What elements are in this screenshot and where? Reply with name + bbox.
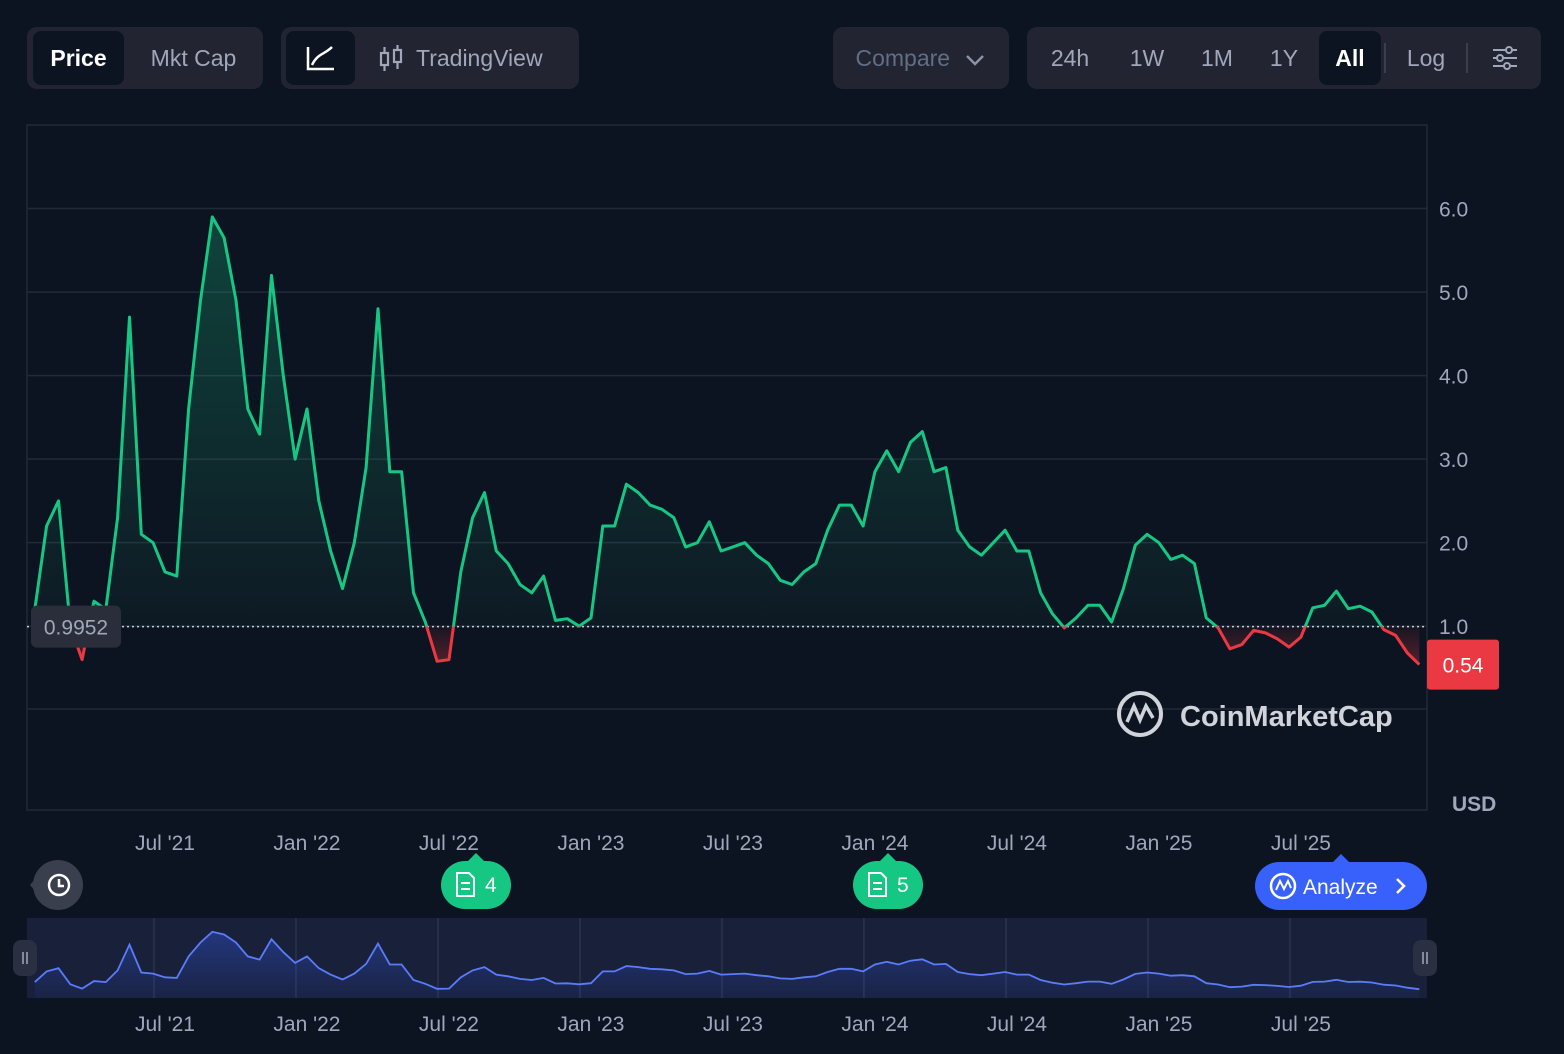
x-tick-label: Jan '22 [273,832,340,855]
navigator-tick-label: Jan '24 [841,1013,908,1036]
badge-bg [853,861,923,909]
chevron [965,55,984,66]
navigator-tick-label: Jan '22 [273,1013,340,1036]
event-badge[interactable]: 5 [853,853,923,909]
y-unit: USD [1452,793,1496,816]
analyze-icon-mark [1275,878,1292,892]
tab-mkt-cap[interactable]: Mkt Cap [150,45,237,71]
badge-bg [441,861,511,909]
logo [1117,691,1163,737]
range-1m[interactable]: 1M [1201,45,1233,71]
navigator-tick-label: Jul '21 [135,1013,195,1036]
baseline-label: 0.9952 [44,617,108,640]
badge-count: 5 [897,874,909,897]
watermark-text: CoinMarketCap [1180,701,1393,733]
logo-mark [1125,701,1155,725]
x-tick-label: Jul '23 [703,832,763,855]
x-tick-label: Jan '25 [1125,832,1192,855]
analyze-button[interactable]: Analyze [1255,854,1427,910]
watermark: CoinMarketCap [1117,691,1393,737]
badge-pointer [468,853,484,861]
navigator-tick-label: Jan '23 [557,1013,624,1036]
x-tick-label: Jan '24 [841,832,908,855]
badge-count: 4 [485,874,497,897]
line-chart-button[interactable] [286,31,355,85]
settings-button[interactable] [1479,31,1531,85]
navigator-tick-label: Jan '25 [1125,1013,1192,1036]
x-tick-label: Jul '21 [135,832,195,855]
price-line [33,215,1421,666]
doc-icon [868,872,887,897]
price-label-bg [1427,639,1499,690]
analyze-pointer [1333,854,1349,862]
y-tick-label: 4.0 [1439,366,1468,389]
tradingview-label: TradingView [416,45,543,71]
navigator-handle[interactable] [13,940,37,976]
range-1y[interactable]: 1Y [1269,45,1299,71]
badge-pointer [880,853,896,861]
price-area [34,216,1420,665]
baseline-label-bg [31,605,121,648]
history-icon [47,873,71,897]
compare-label: Compare [833,31,1009,85]
range-1w[interactable]: 1W [1129,45,1165,71]
line-icon [306,46,334,71]
separator [1466,43,1468,73]
analyze-bg [1255,862,1427,910]
analyze-icon [1269,872,1297,900]
x-tick-label: Jul '24 [987,832,1047,855]
y-tick-label: 5.0 [1439,282,1468,305]
navigator-tick-label: Jul '22 [419,1013,479,1036]
compare-dropdown[interactable]: Compare [833,27,1009,89]
x-axis: 1.0 2.0 3.0 4.0 5.0 6.0 Jul '21 Jul '21 Jan '22 J… [135,199,1468,1036]
tradingview-button[interactable]: TradingView [371,31,571,85]
y-tick-label: 2.0 [1439,533,1468,556]
chart-tools: TradingView [281,27,579,89]
tab-price[interactable]: Price [33,31,124,85]
range-24h[interactable]: 24h [1050,45,1090,71]
navigator-tick-label: Jul '25 [1271,1013,1331,1036]
navigator-tick-label: Jul '23 [703,1013,763,1036]
doc-icon [456,872,475,897]
y-tick-label: 6.0 [1439,199,1468,222]
view-tabs: Price Mkt Cap [27,27,263,89]
range-tabs: 24h 1W 1M 1Y All Log [1027,27,1541,89]
range-all[interactable]: All [1319,31,1381,85]
y-tick-label: 3.0 [1439,449,1468,472]
x-tick-label: Jul '22 [419,832,479,855]
history-hand [57,879,64,888]
x-tick-label: Jan '23 [557,832,624,855]
analyze-label: Analyze [1303,876,1378,899]
navigator-handle[interactable] [1413,940,1437,976]
navigator-line [34,930,1420,991]
x-tick-label: Jul '25 [1271,832,1331,855]
navigator-area [34,931,1420,998]
event-badge[interactable]: 4 [441,853,511,909]
candle-icon [379,45,403,71]
log-toggle[interactable]: Log [1406,45,1446,71]
settings-icon [1493,46,1517,70]
analyze-chevron [1396,878,1406,894]
price-label: 0.54 [1443,655,1484,678]
marks: 0.9952 0.54 [27,215,1499,690]
y-tick-label: 1.0 [1439,616,1468,639]
plot-frame [26,124,1428,811]
history-button[interactable] [30,860,83,910]
separator [1384,43,1386,73]
navigator-content [34,918,1420,998]
navigator-tick-label: Jul '24 [987,1013,1047,1036]
compare-text: Compare [855,45,951,71]
